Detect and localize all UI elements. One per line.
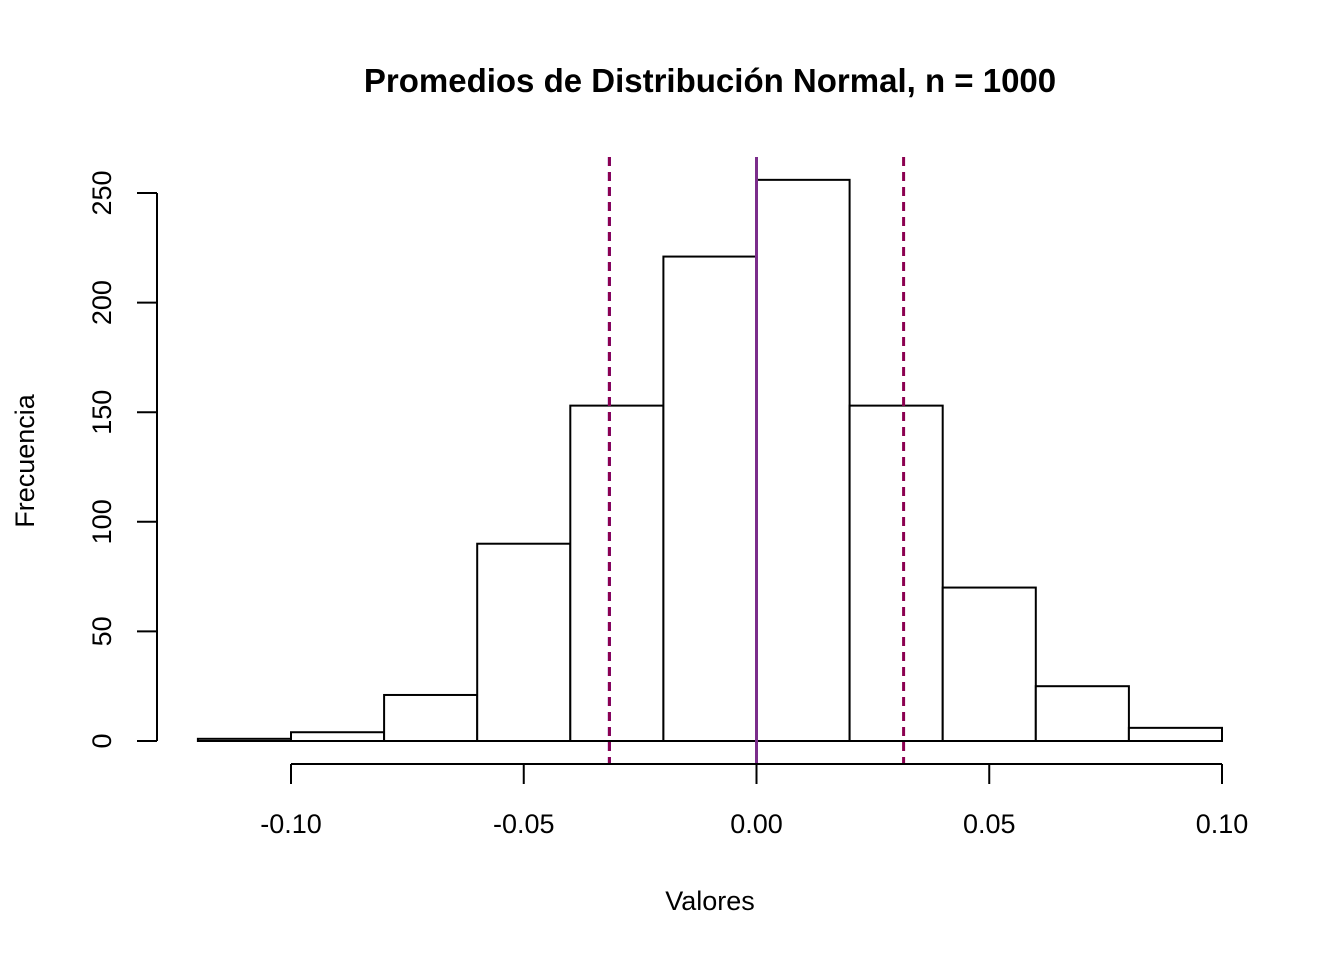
x-tick-label: 0.10: [1196, 809, 1249, 839]
y-axis-label: Frecuencia: [10, 393, 40, 528]
x-axis: -0.10 -0.05 0.00 0.05 0.10: [260, 763, 1249, 839]
histogram-bar: [1034, 685, 1130, 743]
y-tick-label: 250: [87, 170, 117, 215]
histogram-bar: [755, 178, 851, 742]
y-tick-label: 0: [87, 733, 117, 748]
y-tick-label: 100: [87, 499, 117, 544]
histogram-bar: [569, 404, 665, 742]
histogram-bar: [662, 255, 758, 742]
y-tick-label: 150: [87, 390, 117, 435]
x-tick-label: -0.10: [260, 809, 322, 839]
histogram-bar: [290, 731, 386, 742]
x-tick-label: 0.00: [730, 809, 783, 839]
histogram-bar: [383, 693, 479, 743]
histogram-bar: [476, 542, 572, 742]
x-axis-label: Valores: [665, 886, 755, 916]
reference-lines-group: [607, 157, 906, 764]
y-tick-label: 200: [87, 280, 117, 325]
histogram-bar: [941, 586, 1037, 742]
histogram-bar: [848, 404, 944, 742]
bars-group: [196, 178, 1224, 743]
y-axis: 0 50 100 150 200 250: [87, 170, 158, 749]
y-tick-label: 50: [87, 616, 117, 646]
x-tick-label: -0.05: [493, 809, 555, 839]
chart-title: Promedios de Distribución Normal, n = 10…: [364, 62, 1056, 99]
histogram-bar: [1127, 726, 1224, 743]
histogram-bar: [196, 737, 292, 742]
x-tick-label: 0.05: [963, 809, 1016, 839]
